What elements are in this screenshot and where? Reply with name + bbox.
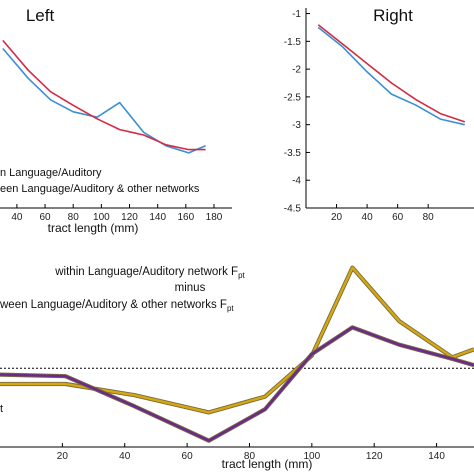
difference-annotation-line-2: minus: [175, 282, 206, 294]
right-y-tick-label-7: -4.5: [284, 204, 302, 215]
right-y-tick-label-0: -1: [292, 9, 301, 20]
left-x-tick-label-4: 120: [121, 212, 138, 223]
right-x-ticks: 20 40 60 80: [331, 204, 434, 223]
diff-x-tick-label-2: 60: [182, 451, 194, 462]
legend-entry-between: een Language/Auditory & other networks: [0, 183, 200, 195]
legend-entry-within: n Language/Auditory: [0, 167, 102, 179]
diff-x-tick-label-6: 140: [428, 451, 445, 462]
right-y-tick-label-2: -2: [292, 65, 301, 76]
left-series-1-line: [2, 39, 206, 151]
difference-annotation-line-3: ween Language/Auditory & other networks …: [0, 299, 234, 313]
left-x-ticks: 40 60 80 100 120 140 160 180: [11, 204, 223, 223]
difference-x-axis-label: tract length (mm): [222, 457, 313, 471]
diff-series-0-line: [0, 266, 474, 414]
right-panel: Right 20 40 60 80 -1 -1.5 -2 -2.5 -3 -3.5 -4 -4.5: [284, 6, 474, 223]
left-x-tick-label-5: 140: [149, 212, 166, 223]
right-y-tick-label-4: -3: [292, 120, 301, 131]
difference-series-group: [0, 265, 474, 443]
left-panel: Left 40 60 80 100 120 140 160 180 tract length …: [0, 6, 232, 235]
difference-x-ticks: 20 40 60 80 100 120 140: [57, 443, 445, 462]
right-series-0-line: [317, 26, 465, 126]
left-x-tick-label-1: 60: [39, 212, 51, 223]
left-x-axis-label: tract length (mm): [48, 221, 139, 235]
right-y-tick-label-6: -4: [292, 176, 301, 187]
diff-series-0-outline: [0, 265, 474, 415]
right-x-tick-label-0: 20: [331, 212, 343, 223]
diff-x-tick-label-4: 100: [303, 451, 320, 462]
right-y-tick-label-3: -2.5: [284, 92, 302, 103]
difference-legend-fragment: t: [0, 403, 3, 415]
left-x-tick-label-2: 80: [68, 212, 80, 223]
diff-x-tick-label-0: 20: [57, 451, 69, 462]
right-x-tick-label-2: 60: [392, 212, 404, 223]
right-x-tick-label-1: 40: [362, 212, 374, 223]
left-series-group: [2, 39, 206, 154]
diff-x-tick-label-1: 40: [119, 451, 131, 462]
left-panel-title: Left: [26, 6, 55, 25]
difference-panel: within Language/Auditory network Fpt min…: [0, 265, 474, 471]
left-x-tick-label-7: 180: [206, 212, 223, 223]
left-series-0-line: [2, 47, 206, 154]
diff-series-1-line: [0, 326, 474, 442]
difference-annotation-line-1: within Language/Auditory network Fpt: [54, 266, 245, 280]
diff-x-tick-label-5: 120: [366, 451, 383, 462]
left-x-tick-label-3: 100: [93, 212, 110, 223]
right-y-tick-label-5: -3.5: [284, 148, 302, 159]
right-series-1-line: [317, 24, 466, 123]
right-series-group: [317, 24, 466, 126]
right-y-ticks: -1 -1.5 -2 -2.5 -3 -3.5 -4 -4.5: [284, 9, 310, 215]
left-x-tick-label-6: 160: [177, 212, 194, 223]
left-x-tick-label-0: 40: [11, 212, 23, 223]
right-x-tick-label-3: 80: [423, 212, 435, 223]
right-y-tick-label-1: -1.5: [284, 37, 302, 48]
right-panel-title: Right: [373, 6, 413, 25]
diff-x-tick-label-3: 80: [244, 451, 256, 462]
